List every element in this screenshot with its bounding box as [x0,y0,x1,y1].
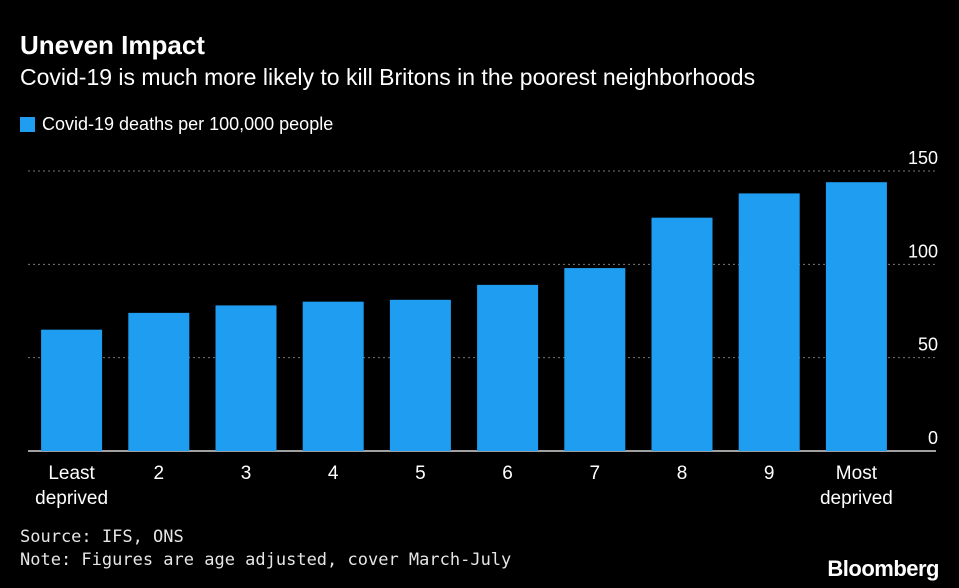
x-tick-label: 9 [764,463,775,484]
x-tick-label: 7 [590,463,601,484]
bloomberg-logo: Bloomberg [827,556,939,581]
legend-swatch [20,117,35,132]
chart-subtitle: Covid-19 is much more likely to kill Bri… [20,64,756,90]
y-tick-label: 100 [908,241,938,261]
x-tick-label: 6 [502,463,513,484]
bar [215,305,277,451]
x-tick-label: 8 [677,463,688,484]
x-tick-label: 2 [154,463,165,484]
bar [477,284,539,451]
bar [564,268,626,451]
source-note: Source: IFS, ONS [20,527,184,547]
x-tick-label: 4 [328,463,339,484]
bar [738,193,800,451]
chart-title: Uneven Impact [20,30,205,60]
x-tick-label: 5 [415,463,426,484]
legend: Covid-19 deaths per 100,000 people [20,114,333,135]
bar [389,299,451,451]
x-tick-label: 3 [241,463,252,484]
bar [651,217,713,451]
legend-label: Covid-19 deaths per 100,000 people [42,114,334,134]
y-tick-label: 50 [918,335,938,355]
bar [41,329,103,451]
bar [128,312,190,451]
bar [302,301,364,451]
y-tick-label: 0 [928,428,938,448]
x-tick-label: Least deprived [35,463,108,509]
y-tick-label: 150 [908,148,938,168]
bar [825,182,887,451]
x-tick-label: Most deprived [820,463,893,509]
footnote: Note: Figures are age adjusted, cover Ma… [20,550,512,570]
